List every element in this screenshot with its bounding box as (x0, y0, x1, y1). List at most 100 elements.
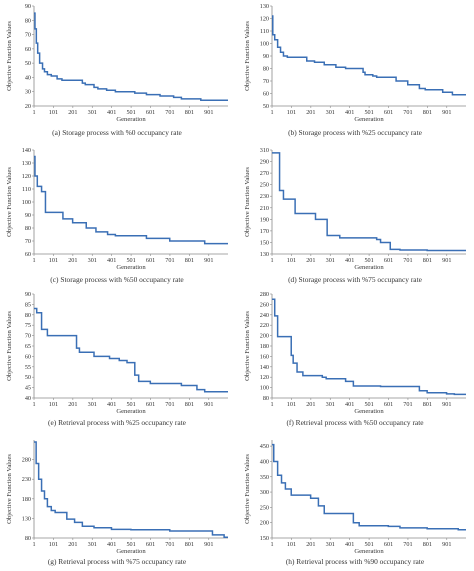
y-tick-label: 80 (263, 66, 269, 73)
y-tick-label: 70 (25, 333, 31, 340)
x-tick-label: 501 (126, 401, 135, 408)
x-tick-label: 401 (107, 257, 116, 264)
y-tick-label: 130 (260, 3, 269, 10)
x-tick-label: 601 (384, 541, 393, 548)
y-tick-label: 150 (260, 535, 269, 542)
x-tick-label: 301 (326, 257, 335, 264)
x-tick-label: 801 (423, 257, 432, 264)
x-tick-label: 201 (306, 257, 315, 264)
y-tick-label: 120 (260, 374, 269, 381)
y-tick-label: 80 (25, 312, 31, 319)
x-tick-label: 601 (384, 257, 393, 264)
y-tick-label: 100 (260, 41, 269, 48)
y-tick-label: 130 (22, 160, 31, 167)
y-tick-label: 130 (22, 515, 31, 522)
caption-chart-g: (g) Retrieval process with %75 occupancy… (47, 557, 187, 566)
caption-chart-b: (b) Storage process with %25 occupancy r… (288, 128, 422, 137)
y-tick-label: 170 (260, 228, 269, 235)
x-tick-label: 801 (423, 401, 432, 408)
y-tick-label: 400 (260, 458, 269, 465)
x-tick-label: 201 (68, 109, 77, 116)
x-tick-label: 401 (345, 109, 354, 116)
x-axis-title: Generation (354, 548, 384, 555)
x-tick-label: 501 (364, 541, 373, 548)
x-axis-title: Generation (116, 408, 146, 415)
y-tick-label: 80 (263, 395, 269, 402)
x-tick-label: 201 (68, 541, 77, 548)
x-tick-label: 101 (49, 257, 58, 264)
y-axis-title: Objective Function Values (6, 21, 13, 91)
y-tick-label: 280 (22, 457, 31, 464)
y-tick-label: 65 (25, 343, 31, 350)
x-tick-label: 401 (107, 109, 116, 116)
x-tick-label: 701 (403, 109, 412, 116)
y-tick-label: 310 (260, 147, 269, 154)
y-tick-label: 90 (263, 53, 269, 60)
series-line (272, 152, 466, 252)
x-tick-label: 501 (126, 257, 135, 264)
x-tick-label: 401 (107, 401, 116, 408)
x-tick-label: 1 (270, 401, 273, 408)
y-tick-label: 110 (260, 28, 269, 35)
x-tick-label: 201 (68, 401, 77, 408)
x-tick-label: 1 (32, 401, 35, 408)
y-tick-label: 30 (25, 89, 31, 96)
y-tick-label: 240 (260, 312, 269, 319)
x-tick-label: 101 (49, 109, 58, 116)
x-axis-title: Generation (354, 116, 384, 123)
x-tick-label: 701 (165, 109, 174, 116)
y-tick-label: 100 (22, 199, 31, 206)
x-tick-label: 701 (165, 401, 174, 408)
x-tick-label: 301 (326, 541, 335, 548)
y-tick-label: 75 (25, 322, 31, 329)
y-axis-title: Objective Function Values (244, 454, 251, 524)
chart-g: 80 130 180 230 280 1 101 201 301 401 501 601 701 801 9… (6, 440, 228, 555)
y-tick-label: 55 (25, 364, 31, 371)
series-line (34, 441, 228, 538)
x-tick-label: 1 (270, 541, 273, 548)
chart-c: 60 70 80 90 100 110 120 130 140 1 101 201 301 401 501 6… (6, 147, 228, 271)
x-tick-label: 1 (32, 257, 35, 264)
y-axis-title: Objective Function Values (244, 167, 251, 237)
x-tick-label: 1 (270, 257, 273, 264)
x-tick-label: 101 (49, 401, 58, 408)
x-tick-label: 101 (287, 541, 296, 548)
y-tick-label: 130 (260, 251, 269, 258)
x-tick-label: 301 (88, 541, 97, 548)
x-tick-label: 201 (306, 401, 315, 408)
y-tick-label: 200 (260, 520, 269, 527)
y-tick-label: 60 (25, 251, 31, 258)
x-tick-label: 801 (423, 541, 432, 548)
caption-chart-c: (c) Storage process with %50 occupancy r… (50, 275, 184, 284)
chart-d: 130 150 170 190 210 230 250 270 290 310 1 101 201 301… (244, 147, 466, 271)
x-tick-label: 701 (165, 541, 174, 548)
y-tick-label: 300 (260, 489, 269, 496)
series-line (34, 12, 228, 102)
x-tick-label: 901 (442, 257, 451, 264)
y-tick-label: 40 (25, 395, 31, 402)
x-tick-label: 101 (287, 401, 296, 408)
y-tick-label: 70 (25, 238, 31, 245)
y-tick-label: 90 (25, 3, 31, 10)
y-tick-label: 80 (25, 17, 31, 24)
x-tick-label: 601 (146, 257, 155, 264)
x-tick-label: 401 (107, 541, 116, 548)
y-tick-label: 230 (260, 193, 269, 200)
x-tick-label: 201 (68, 257, 77, 264)
x-tick-label: 801 (185, 401, 194, 408)
y-tick-label: 200 (260, 333, 269, 340)
series-line (272, 443, 466, 531)
y-tick-label: 60 (25, 46, 31, 53)
x-tick-label: 501 (126, 541, 135, 548)
x-tick-label: 101 (49, 541, 58, 548)
y-tick-label: 140 (22, 147, 31, 154)
x-tick-label: 401 (345, 257, 354, 264)
x-tick-label: 501 (126, 109, 135, 116)
x-tick-label: 1 (32, 109, 35, 116)
y-tick-label: 160 (260, 353, 269, 360)
y-axis-title: Objective Function Values (6, 311, 13, 381)
y-tick-label: 80 (25, 535, 31, 542)
y-tick-label: 90 (25, 291, 31, 298)
x-tick-label: 901 (442, 109, 451, 116)
